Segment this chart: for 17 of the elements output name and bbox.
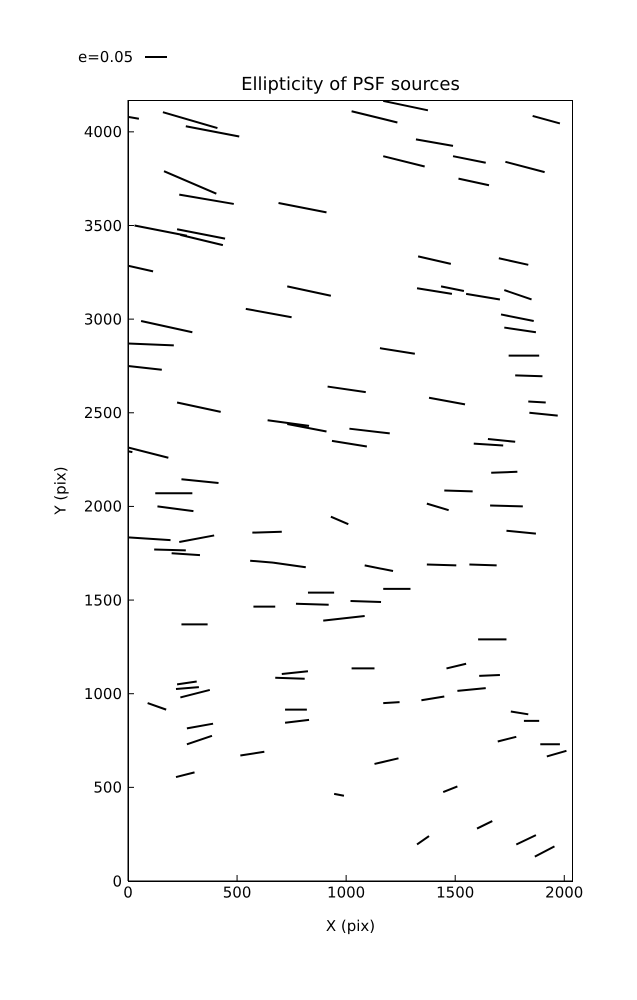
y-tick-label: 1500 [84,591,122,610]
y-tick-label: 0 [112,872,122,890]
y-axis-title: Y (pix) [51,466,70,516]
y-tick-label: 4000 [84,123,122,142]
chart-title: Ellipticity of PSF sources [240,74,461,95]
x-tick-label: 1500 [436,884,474,902]
legend-label: e=0.05 [78,48,134,66]
y-tick-label: 2500 [84,404,122,422]
x-tick-label: 1000 [327,884,366,902]
y-tick-label: 3000 [84,310,122,328]
x-axis-title: X (pix) [326,917,376,935]
x-tick-label: 500 [222,884,252,902]
y-tick-label: 2000 [84,498,122,516]
y-tick-label: 3500 [84,216,122,235]
y-tick-label: 1000 [84,685,122,704]
x-tick-label: 2000 [545,884,584,902]
y-tick-label: 500 [93,778,122,797]
